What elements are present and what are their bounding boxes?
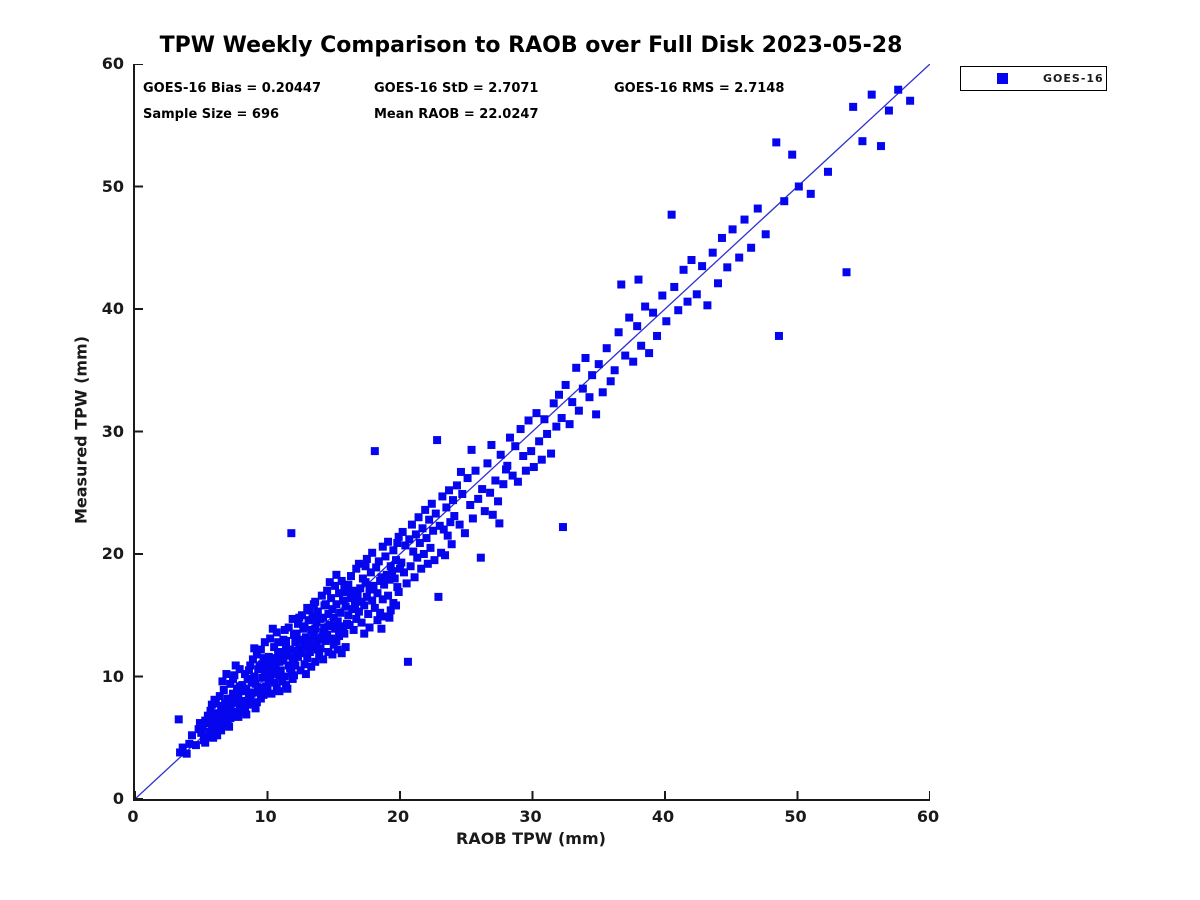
chart-title: TPW Weekly Comparison to RAOB over Full … <box>159 33 903 58</box>
y-tick-label: 10 <box>101 666 124 686</box>
x-tick-label: 50 <box>784 807 807 826</box>
x-tick-label: 30 <box>519 807 542 826</box>
scatter-plot <box>135 64 930 799</box>
y-tick-label: 30 <box>101 421 124 441</box>
stat-mean-raob: Mean RAOB = 22.0247 <box>374 107 539 122</box>
stat-std: GOES-16 StD = 2.7071 <box>374 81 539 96</box>
x-tick-label: 60 <box>916 807 940 826</box>
legend-box: GOES-16 <box>960 66 1107 91</box>
y-tick-label: 0 <box>112 789 124 808</box>
y-tick-label: 50 <box>101 176 124 196</box>
x-tick-label: 20 <box>386 807 410 826</box>
x-axis-label: RAOB TPW (mm) <box>456 829 606 848</box>
stat-bias: GOES-16 Bias = 0.20447 <box>143 81 322 96</box>
x-tick-label: 10 <box>254 807 277 826</box>
stat-rms: GOES-16 RMS = 2.7148 <box>614 81 785 96</box>
plot-area <box>133 64 930 801</box>
legend-marker-square <box>997 73 1008 84</box>
x-tick-label: 40 <box>651 807 675 826</box>
stat-sample-size: Sample Size = 696 <box>143 107 280 122</box>
x-tick-label: 0 <box>127 807 139 826</box>
y-tick-label: 40 <box>101 299 124 318</box>
y-tick-label: 60 <box>101 54 124 73</box>
legend-label: GOES-16 <box>1043 72 1104 85</box>
y-tick-label: 20 <box>101 544 124 563</box>
